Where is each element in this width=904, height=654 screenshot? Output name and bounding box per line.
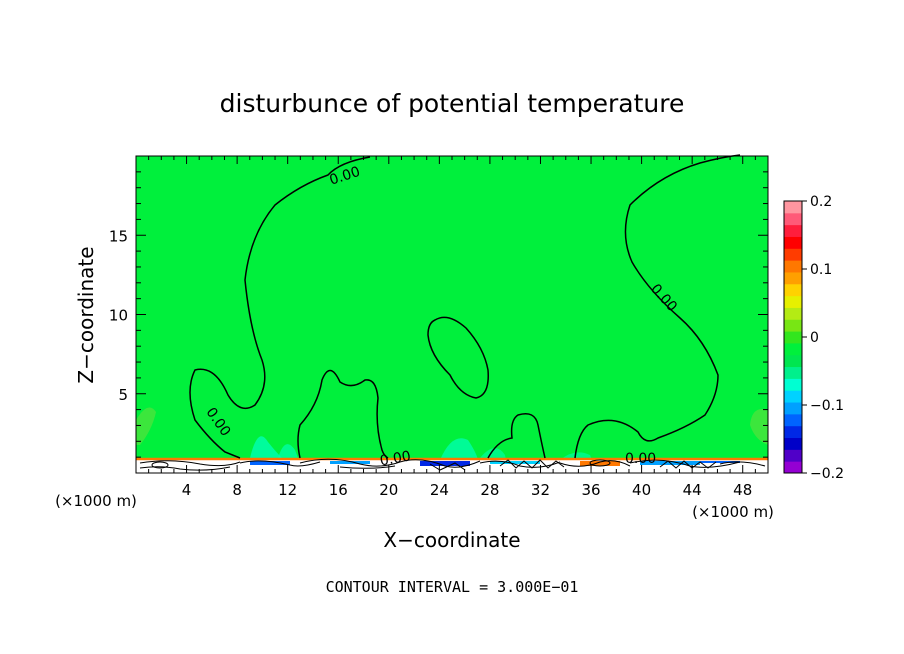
colorbar-swatch — [784, 390, 802, 403]
x-axis: 4 8 12 16 20 24 28 32 36 40 44 48 — [148, 156, 756, 499]
plot-area: 0.00 0.00 0.00 0.00 0.00 4 8 12 16 20 24 28 32 3… — [109, 154, 769, 499]
y-tick-label: 10 — [109, 307, 128, 325]
colorbar-tick-label: 0.1 — [810, 262, 832, 278]
x-tick-label: 48 — [733, 481, 752, 499]
x-tick-label: 24 — [430, 481, 449, 499]
contour-label-surface-2: 0.00 — [625, 451, 656, 467]
field-patch-cyan-1 — [250, 436, 282, 458]
x-tick-label: 44 — [683, 481, 702, 499]
colorbar-tick-label: 0 — [810, 330, 819, 346]
chart-title: disturbunce of potential temperature — [220, 89, 685, 118]
colorbar-swatch — [784, 449, 802, 462]
colorbar-swatch — [784, 212, 802, 226]
field-patch-cyan-3 — [440, 438, 478, 460]
colorbar-swatch — [784, 283, 802, 297]
colorbar-swatch — [784, 437, 802, 450]
zero-contours — [189, 154, 741, 459]
colorbar-swatch — [784, 413, 802, 427]
colorbar-swatch — [784, 402, 802, 415]
surface-cold-patch-3 — [420, 461, 470, 466]
colorbar-swatch — [784, 366, 802, 379]
colorbar-swatch — [784, 378, 802, 391]
colorbar-swatch — [784, 319, 802, 332]
colorbar-tick-label: 0.2 — [810, 194, 832, 210]
colorbar-swatch — [784, 224, 802, 237]
colorbar-swatch — [784, 354, 802, 368]
field-patch-cyan-4 — [480, 448, 506, 460]
colorbar-swatch — [784, 461, 802, 474]
y-tick-label: 5 — [118, 386, 128, 404]
colorbar-swatch — [784, 201, 802, 214]
colorbar-swatch — [784, 236, 802, 249]
colorbar-swatch — [784, 248, 802, 261]
contour-label-surface-1: 0.00 — [379, 448, 412, 469]
x-tick-label: 20 — [379, 481, 398, 499]
field-background — [136, 156, 768, 473]
x-tick-label: 40 — [632, 481, 651, 499]
y-axis-unit: (×1000 m) — [55, 492, 137, 510]
colorbar-swatch — [784, 260, 802, 273]
colorbar-swatch — [784, 425, 802, 439]
colorbar-swatch — [784, 271, 802, 285]
x-tick-label: 36 — [581, 481, 600, 499]
x-tick-label: 8 — [232, 481, 242, 499]
colorbar-tick-label: −0.2 — [810, 466, 844, 482]
x-axis-label: X−coordinate — [383, 528, 520, 552]
y-axis-label: Z−coordinate — [74, 246, 98, 383]
x-tick-label: 16 — [329, 481, 348, 499]
x-tick-label: 32 — [531, 481, 550, 499]
x-axis-unit: (×1000 m) — [692, 503, 774, 521]
contour-interval-note: CONTOUR INTERVAL = 3.000E−01 — [326, 578, 579, 596]
x-tick-label: 4 — [182, 481, 192, 499]
y-tick-label: 15 — [109, 227, 128, 245]
colorbar-swatch — [784, 295, 802, 308]
field-patch-right — [750, 409, 768, 445]
x-tick-label: 28 — [480, 481, 499, 499]
colorbar: 0.2 0.1 0 −0.1 −0.2 — [783, 194, 844, 482]
colorbar-swatch — [784, 342, 802, 356]
y-axis: 5 10 15 — [109, 171, 768, 458]
x-tick-label: 12 — [278, 481, 297, 499]
colorbar-tick-label: −0.1 — [810, 398, 844, 414]
field-patch-left — [136, 407, 156, 445]
surface-cold-patch-2 — [330, 461, 370, 464]
colorbar-swatch — [784, 331, 802, 344]
field-patch-cyan-2 — [278, 444, 298, 458]
colorbar-swatch — [784, 307, 802, 320]
surface-cold-patch-1 — [250, 461, 290, 465]
